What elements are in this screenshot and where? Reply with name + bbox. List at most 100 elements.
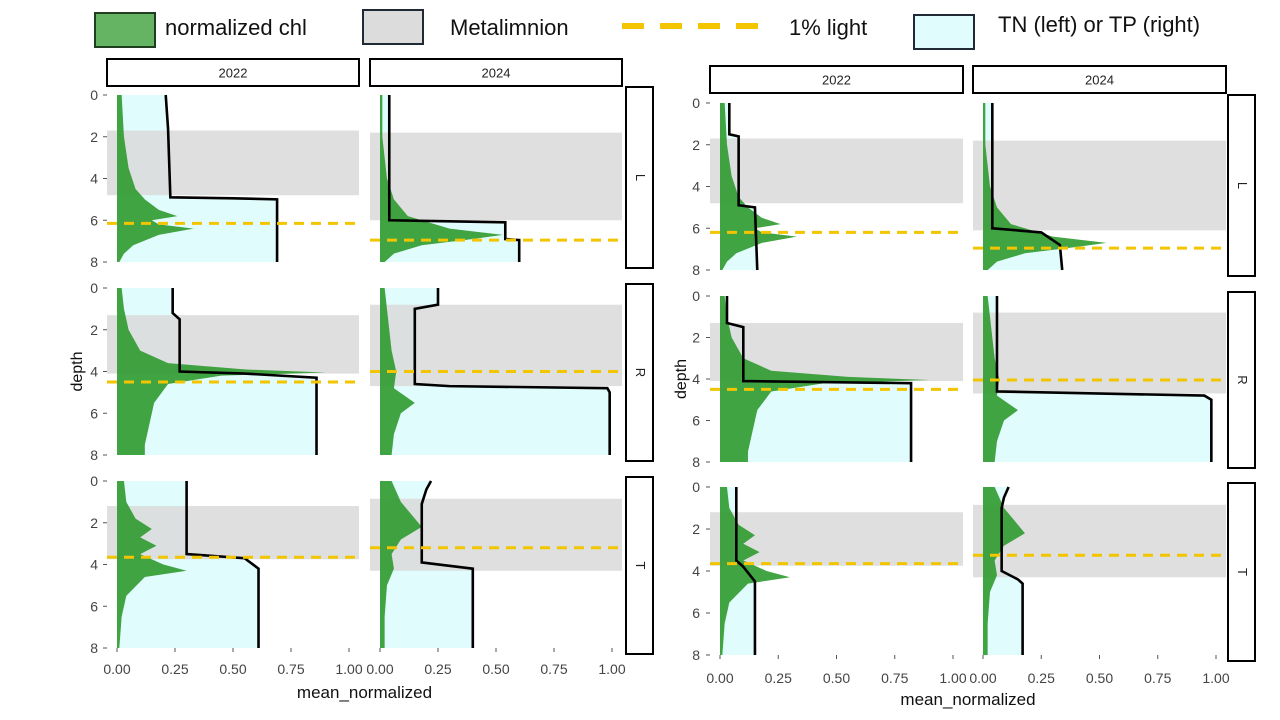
y-tick-label: 6 bbox=[90, 405, 98, 421]
nutrient-profile-line bbox=[171, 288, 318, 455]
row-strip-R bbox=[1227, 291, 1256, 469]
chart-group-right: 2022 2024 L R T 0 2 4 6 8 0 2 4 6 8 0 2 4 6 8 0.00 0.25 0.50 0.… bbox=[673, 65, 1256, 709]
y-tick-label: 4 bbox=[90, 557, 98, 573]
row-strip-label-L: L bbox=[1235, 182, 1250, 189]
x-tick-label: 0.00 bbox=[969, 670, 996, 686]
chl-area bbox=[720, 296, 930, 462]
x-axis-title: mean_normalized bbox=[900, 690, 1035, 709]
y-tick-label: 4 bbox=[90, 171, 98, 187]
metalimnion-band bbox=[107, 506, 359, 560]
y-axis-title: depth bbox=[69, 351, 86, 391]
panel-2022-L bbox=[107, 94, 359, 262]
panel-2024-L bbox=[973, 103, 1226, 271]
chl-area bbox=[983, 296, 1018, 462]
panel-2024-R bbox=[973, 296, 1226, 462]
chl-area bbox=[117, 95, 194, 262]
nutrient-profile-line bbox=[420, 480, 475, 648]
legend-swatch-chl bbox=[94, 12, 156, 48]
y-tick-label: 8 bbox=[90, 447, 98, 463]
metalimnion-band bbox=[710, 138, 963, 204]
panel-2022-T bbox=[107, 481, 359, 648]
x-tick-label: 0.50 bbox=[823, 670, 850, 686]
panel-2022-R bbox=[710, 296, 963, 462]
figure-legend: normalized chl Metalimnion 1% light TN (… bbox=[0, 0, 1280, 60]
panel-2024-T bbox=[370, 480, 622, 648]
x-tick-label: 0.75 bbox=[881, 670, 908, 686]
y-tick-label: 2 bbox=[692, 521, 700, 537]
y-tick-label: 6 bbox=[90, 212, 98, 228]
chl-area bbox=[983, 487, 1025, 655]
panel-2024-T bbox=[973, 486, 1226, 655]
metalimnion-band bbox=[973, 140, 1226, 231]
column-strip-2022 bbox=[709, 65, 964, 94]
chl-area bbox=[983, 103, 1107, 270]
metalimnion-band bbox=[370, 132, 622, 221]
chart-group-left: 2022 2024 L R T 0 2 4 6 8 0 2 4 6 8 0 2 4 6 8 0.00 0.25 0.50 0.… bbox=[69, 58, 654, 702]
y-tick-label: 0 bbox=[90, 473, 98, 489]
nutrient-profile-line bbox=[164, 94, 279, 262]
y-tick-label: 6 bbox=[692, 413, 700, 429]
x-tick-label: 0.25 bbox=[424, 661, 451, 677]
y-tick-label: 2 bbox=[90, 129, 98, 145]
x-tick-label: 0.25 bbox=[161, 661, 188, 677]
nutrient-profile-line bbox=[725, 296, 913, 462]
y-tick-label: 8 bbox=[692, 647, 700, 663]
nutrient-profile-line bbox=[728, 103, 759, 271]
column-strip-2022 bbox=[106, 58, 360, 87]
chl-area bbox=[117, 481, 187, 648]
y-axis-title: depth bbox=[673, 359, 690, 399]
column-strip-label-2024: 2024 bbox=[1085, 73, 1114, 88]
legend-label-chl: normalized chl bbox=[165, 15, 307, 40]
row-strip-label-T: T bbox=[633, 562, 648, 570]
row-strip-label-L: L bbox=[633, 174, 648, 181]
y-tick-label: 2 bbox=[692, 330, 700, 346]
row-strip-R bbox=[625, 283, 654, 462]
column-strip-2024 bbox=[972, 65, 1227, 94]
row-strip-label-T: T bbox=[1235, 568, 1250, 576]
y-tick-label: 8 bbox=[90, 254, 98, 270]
nutrient-profile-line bbox=[1000, 486, 1024, 655]
chl-area bbox=[380, 288, 415, 455]
metalimnion-band bbox=[370, 498, 622, 571]
x-tick-label: 0.75 bbox=[540, 661, 567, 677]
y-tick-label: 4 bbox=[692, 371, 700, 387]
x-tick-label: 1.00 bbox=[939, 670, 966, 686]
row-strip-label-R: R bbox=[1235, 375, 1250, 384]
nutrient-area bbox=[380, 288, 610, 455]
metalimnion-band bbox=[370, 304, 622, 387]
x-tick-label: 0.25 bbox=[1028, 670, 1055, 686]
panel-2022-L bbox=[710, 103, 963, 271]
x-tick-label: 0.50 bbox=[482, 661, 509, 677]
y-tick-label: 0 bbox=[90, 87, 98, 103]
metalimnion-band bbox=[973, 504, 1226, 578]
panel-2022-T bbox=[710, 487, 963, 655]
y-tick-label: 8 bbox=[692, 454, 700, 470]
x-tick-label: 0.00 bbox=[103, 661, 130, 677]
x-tick-label: 1.00 bbox=[335, 661, 362, 677]
x-tick-label: 0.75 bbox=[1144, 670, 1171, 686]
nutrient-profile-line bbox=[413, 288, 611, 455]
nutrient-area bbox=[983, 296, 1212, 462]
panel-2024-R bbox=[370, 288, 622, 455]
x-tick-label: 0.00 bbox=[366, 661, 393, 677]
y-tick-label: 0 bbox=[692, 288, 700, 304]
nutrient-profile-line bbox=[387, 95, 521, 262]
y-tick-label: 6 bbox=[90, 598, 98, 614]
y-tick-label: 4 bbox=[90, 364, 98, 380]
y-tick-label: 2 bbox=[90, 515, 98, 531]
legend-label-light: 1% light bbox=[789, 15, 868, 40]
x-tick-label: 0.50 bbox=[219, 661, 246, 677]
chl-area bbox=[117, 288, 326, 455]
column-strip-label-2022: 2022 bbox=[822, 73, 851, 88]
y-tick-label: 4 bbox=[692, 179, 700, 195]
column-strip-label-2022: 2022 bbox=[219, 66, 248, 81]
x-tick-label: 0.25 bbox=[765, 670, 792, 686]
nutrient-area bbox=[720, 296, 912, 462]
y-tick-label: 6 bbox=[692, 220, 700, 236]
nutrient-profile-line bbox=[995, 296, 1213, 462]
panel-2022-R bbox=[107, 288, 359, 455]
y-tick-label: 8 bbox=[692, 262, 700, 278]
chl-area bbox=[720, 103, 797, 270]
column-strip-2024 bbox=[369, 58, 623, 87]
